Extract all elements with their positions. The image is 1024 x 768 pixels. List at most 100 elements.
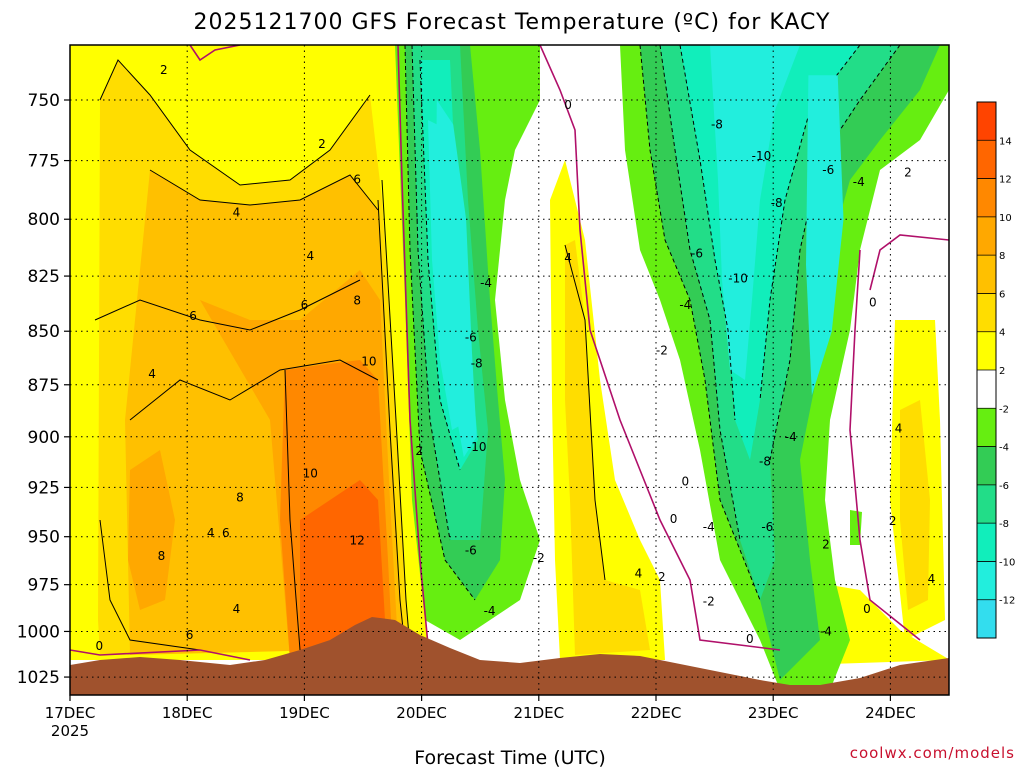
contour-label: -4	[679, 298, 691, 312]
contour-label: 10	[303, 466, 318, 480]
contour-label: 6	[353, 173, 361, 187]
colorbar-label: 4	[999, 328, 1005, 339]
colorbar-label: 8	[999, 251, 1005, 262]
contour-label: 4	[895, 422, 903, 436]
contour-label: -8	[771, 196, 783, 210]
colorbar-legend: -12 -10 -8 -6 -4 -2 2 4 6 8 10 12 14	[976, 101, 1015, 639]
colorbar-label: 14	[999, 136, 1012, 147]
x-tick-sublabel: 2025	[51, 722, 89, 740]
chart-title: 2025121700 GFS Forecast Temperature (ºC)…	[194, 10, 831, 35]
colorbar-swatch	[977, 446, 996, 485]
contour-label: -2	[533, 551, 545, 565]
contour-label: 2	[318, 137, 326, 151]
contour-label: 2	[658, 570, 666, 584]
contour-label: 2	[160, 63, 168, 77]
contour-label: -4	[703, 520, 715, 534]
colorbar-label: -8	[999, 519, 1009, 530]
x-tick-label: 19DEC	[279, 704, 330, 722]
y-tick-label: 950	[28, 528, 60, 548]
colorbar-swatch	[977, 178, 996, 217]
colorbar-swatch	[977, 408, 996, 447]
y-axis: 750 775 800 825 850 875 900 925 950 975 1000 1025	[17, 91, 70, 688]
contour-label: 2	[415, 444, 423, 458]
colorbar-swatch	[977, 293, 996, 332]
colorbar-swatch	[977, 331, 996, 370]
contour-label: 4	[233, 205, 241, 219]
contour-label: 4	[207, 526, 215, 540]
y-tick-label: 825	[28, 267, 60, 287]
terrain	[70, 617, 949, 695]
contour-label: 6	[189, 309, 197, 323]
y-tick-label: 800	[28, 210, 60, 230]
x-axis-label: Forecast Time (UTC)	[414, 747, 605, 768]
contour-label: -4	[785, 430, 797, 444]
contour-label: 0	[746, 632, 754, 646]
warm-band-12	[300, 480, 385, 650]
contour-label: 8	[158, 549, 166, 563]
contour-label: -4	[484, 604, 496, 618]
zero-contours	[70, 45, 949, 661]
contour-label: -2	[656, 344, 668, 358]
contour-label: 4	[564, 251, 572, 265]
cold-band-m10-22dec	[710, 45, 800, 380]
contour-label: 8	[236, 490, 244, 504]
colorbar-swatch	[977, 102, 996, 141]
contour-label: -6	[465, 331, 477, 345]
contour-label: -2	[703, 595, 715, 609]
contour-label: -8	[471, 357, 483, 371]
plot-frame	[69, 44, 950, 696]
warm-bubble-left	[128, 450, 175, 610]
colorbar-swatch	[977, 523, 996, 562]
colorbar-swatch	[977, 255, 996, 294]
cold-core-2-band	[806, 75, 844, 396]
colorbar-swatch	[977, 216, 996, 256]
colorbar-label: -2	[999, 404, 1009, 415]
contour-label: -6	[465, 543, 477, 557]
contour-label: 0	[863, 602, 871, 616]
contour-label: 2	[822, 537, 830, 551]
contour-label: 2	[889, 514, 897, 528]
colorbar-label: -10	[999, 557, 1015, 568]
colorbar-label: -6	[999, 481, 1009, 492]
contour-label: 4	[635, 566, 643, 580]
colorbar-label: 12	[999, 175, 1012, 186]
contour-label: 2	[904, 165, 912, 179]
colorbar-swatch	[977, 140, 996, 179]
contour-label: 8	[353, 294, 361, 308]
x-tick-label: 23DEC	[748, 704, 799, 722]
contour-label: 6	[186, 628, 194, 642]
contour-label: -4	[853, 175, 865, 189]
colorbar-label: 10	[999, 213, 1012, 224]
y-tick-label: 875	[28, 376, 60, 396]
contour-label: 4	[928, 572, 936, 586]
contour-label: 6	[222, 526, 230, 540]
contour-label: -8	[759, 454, 771, 468]
y-tick-label: 900	[28, 428, 60, 448]
contour-label: -8	[711, 117, 723, 131]
y-tick-label: 925	[28, 478, 60, 498]
contour-label: 12	[349, 534, 364, 548]
contour-label: -6	[822, 163, 834, 177]
contour-label: 0	[681, 474, 689, 488]
contour-label: 0	[95, 639, 103, 653]
y-tick-label: 975	[28, 576, 60, 596]
colorbar-swatch	[977, 561, 996, 600]
y-tick-label: 750	[28, 91, 60, 111]
colorbar-swatch	[977, 484, 996, 524]
x-tick-label: 21DEC	[514, 704, 565, 722]
credit-text: coolwx.com/models	[850, 744, 1015, 762]
x-tick-label: 24DEC	[865, 704, 916, 722]
colorbar-label: 2	[999, 366, 1005, 377]
contour-label: 4	[306, 249, 314, 263]
y-tick-label: 775	[28, 152, 60, 172]
contour-label: -10	[728, 271, 748, 285]
x-tick-label: 17DEC	[45, 704, 96, 722]
contour-label: 4	[233, 602, 241, 616]
contour-label: 0	[670, 512, 678, 526]
colorbar-label: -12	[999, 596, 1015, 607]
contour-label: -10	[752, 149, 772, 163]
colorbar-label: 6	[999, 289, 1005, 300]
